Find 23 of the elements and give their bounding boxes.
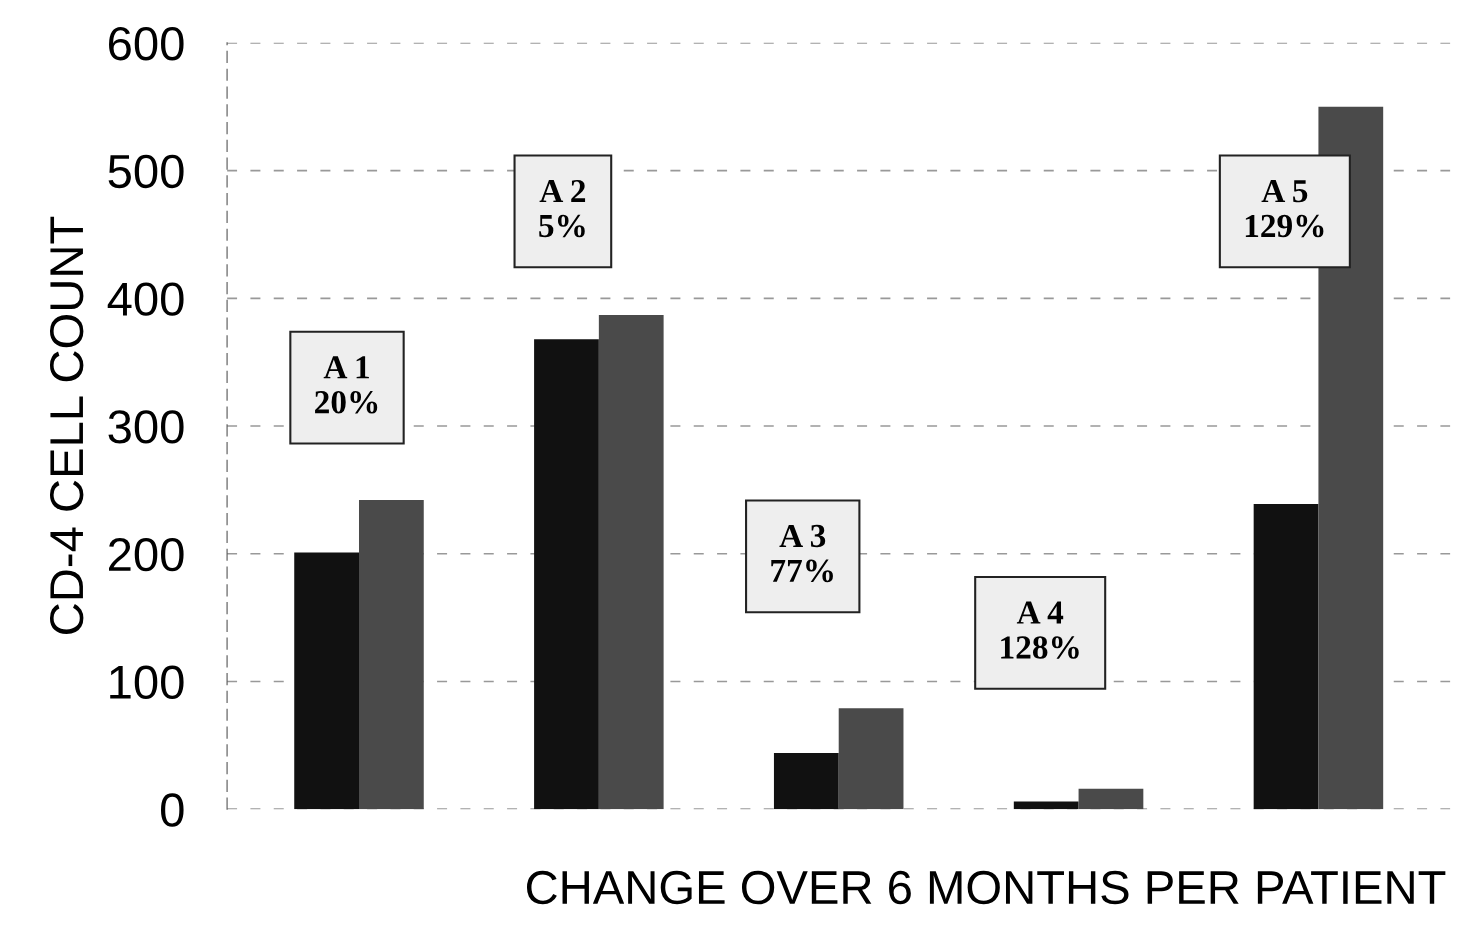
bar [359,500,424,810]
y-tick-label: 100 [110,665,184,700]
annotation: A 2 5% [539,179,586,238]
x-axis-title: CHANGE OVER 6 MONTHS PER PATIENT [526,870,1446,905]
y-tick-label: 0 [160,793,184,827]
annotation: A 1 20% [315,356,378,414]
bar [534,339,599,810]
y-tick-label: 600 [109,26,184,61]
annotation: A 4 128% [1001,601,1079,659]
y-tick-label: 300 [108,410,184,444]
bar [294,552,359,810]
bar [773,753,839,810]
bar [838,708,904,810]
y-axis-title: CD-4 CELL COUNT [49,216,84,634]
bar [598,314,664,810]
y-tick-label: 200 [109,537,184,572]
bar [1253,503,1319,810]
y-tick-label: 400 [107,282,184,316]
bar [1078,788,1144,810]
y-tick-label: 500 [108,154,184,189]
annotation: A 3 77% [771,524,833,583]
annotation: A 5 129% [1245,180,1324,238]
bar [1013,801,1079,810]
